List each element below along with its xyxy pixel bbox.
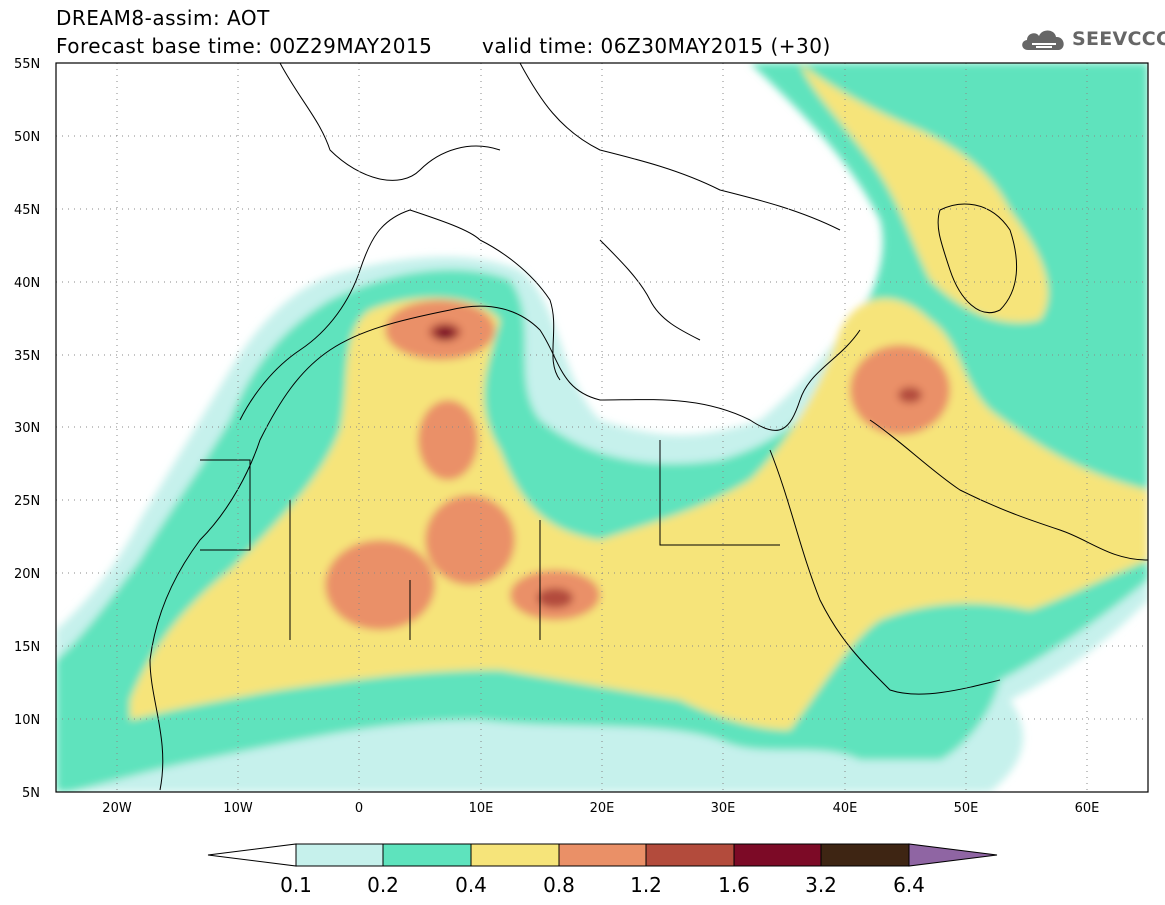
aot-band-0.4-north	[800, 63, 1049, 323]
colorbar-segment	[470, 843, 560, 867]
lon-label: 60E	[1075, 801, 1100, 816]
lon-label: 20E	[590, 801, 615, 816]
graticule	[56, 63, 1148, 792]
lon-label: 50E	[954, 801, 979, 816]
colorbar-label: 1.6	[718, 873, 750, 897]
lat-label: 55N	[14, 57, 40, 72]
colorbar-segment-high	[908, 843, 998, 867]
aot-band-1.6-tunisia	[436, 327, 454, 339]
aot-band-0.8-mali	[325, 540, 435, 630]
colorbar-label: 1.2	[630, 873, 662, 897]
colorbar-segment	[645, 843, 735, 867]
lat-label: 30N	[14, 421, 40, 436]
colorbar-segment	[733, 843, 822, 867]
lat-label: 20N	[14, 567, 40, 582]
lon-label: 40E	[833, 801, 858, 816]
longitude-labels: 20W 10W 0 10E 20E 30E 40E 50E 60E	[102, 801, 1099, 816]
colorbar-labels: 0.1 0.2 0.4 0.8 1.2 1.6 3.2 6.4	[280, 873, 925, 897]
seevccc-logo: SEEVCCC	[1018, 24, 1165, 54]
colorbar-label: 6.4	[893, 873, 925, 897]
map-title: DREAM8-assim: AOT	[56, 6, 270, 30]
aot-band-0.8-algeria-central	[418, 400, 478, 480]
colorbar-segment	[558, 843, 647, 867]
lat-label: 25N	[14, 494, 40, 509]
valid-time: valid time: 06Z30MAY2015 (+30)	[482, 34, 831, 58]
lat-label: 40N	[14, 276, 40, 291]
coastlines	[149, 63, 1148, 791]
lat-label: 5N	[22, 786, 40, 801]
colorbar-segment	[295, 843, 384, 867]
latitude-labels: 55N 50N 45N 40N 35N 30N 25N 20N 15N 10N …	[14, 57, 40, 801]
lat-label: 15N	[14, 640, 40, 655]
aot-band-0.8-iraq	[850, 345, 950, 435]
cloud-icon	[1022, 30, 1064, 50]
lat-label: 45N	[14, 203, 40, 218]
logo-text: SEEVCCC	[1072, 28, 1165, 50]
lon-label: 10W	[223, 801, 253, 816]
lat-label: 35N	[14, 349, 40, 364]
aot-field	[56, 63, 1148, 792]
colorbar-segment	[820, 843, 910, 867]
lat-label: 10N	[14, 713, 40, 728]
aot-band-0.8-niger	[425, 495, 515, 585]
lon-label: 20W	[102, 801, 132, 816]
lat-label: 50N	[14, 130, 40, 145]
forecast-base-time: Forecast base time: 00Z29MAY2015	[56, 34, 433, 58]
colorbar-label: 3.2	[805, 873, 837, 897]
colorbar-segment-low	[207, 843, 297, 867]
colorbar	[207, 843, 998, 867]
lon-label: 30E	[711, 801, 736, 816]
lon-label: 0	[355, 801, 363, 816]
colorbar-label: 0.4	[455, 873, 487, 897]
colorbar-label: 0.2	[367, 873, 399, 897]
map-frame	[55, 62, 1149, 793]
lon-label: 10E	[469, 801, 494, 816]
colorbar-label: 0.1	[280, 873, 312, 897]
colorbar-label: 0.8	[543, 873, 575, 897]
aot-band-1.2-iraq	[898, 387, 922, 403]
aot-band-1.2-chad	[537, 588, 573, 608]
colorbar-segment	[382, 843, 472, 867]
